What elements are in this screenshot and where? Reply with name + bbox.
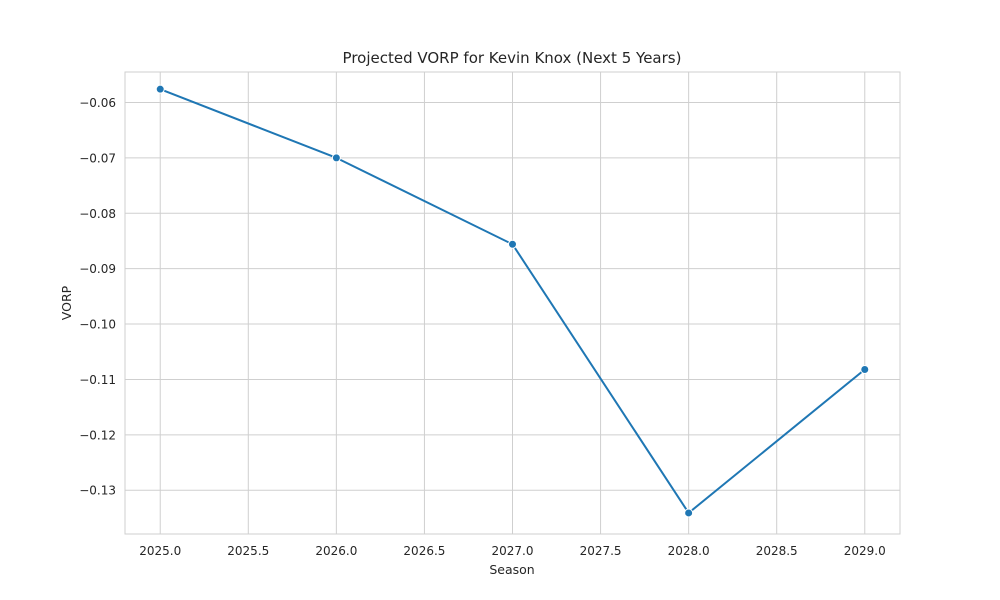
x-axis-label: Season (489, 562, 534, 577)
y-tick-label: −0.13 (79, 484, 116, 498)
data-point (860, 364, 870, 374)
tick-layer: 2025.0 2025.5 2026.0 2026.5 2027.0 2027.5 2028… (79, 96, 886, 558)
data-point (331, 153, 341, 163)
x-tick-label: 2026.5 (403, 544, 445, 558)
chart-title: Projected VORP for Kevin Knox (Next 5 Ye… (343, 49, 682, 67)
plot-frame (124, 71, 901, 535)
y-tick-label: −0.12 (79, 428, 116, 442)
y-tick-label: −0.10 (79, 318, 116, 332)
y-tick-label: −0.08 (79, 207, 116, 221)
y-tick-label: −0.07 (79, 151, 116, 165)
x-tick-label: 2025.5 (227, 544, 269, 558)
x-tick-label: 2028.0 (668, 544, 710, 558)
grid-layer (125, 72, 900, 534)
x-tick-label: 2026.0 (315, 544, 357, 558)
x-tick-label: 2027.0 (492, 544, 534, 558)
data-point (684, 508, 694, 518)
x-tick-label: 2027.5 (580, 544, 622, 558)
y-tick-label: −0.06 (79, 96, 116, 110)
y-tick-label: −0.11 (79, 373, 116, 387)
y-axis-label: VORP (59, 285, 74, 320)
x-tick-label: 2028.5 (756, 544, 798, 558)
data-point (155, 84, 165, 94)
data-point (508, 239, 517, 249)
x-tick-label: 2029.0 (844, 544, 886, 558)
x-tick-label: 2025.0 (139, 544, 181, 558)
series-layer (155, 84, 870, 518)
y-tick-label: −0.09 (79, 262, 116, 276)
